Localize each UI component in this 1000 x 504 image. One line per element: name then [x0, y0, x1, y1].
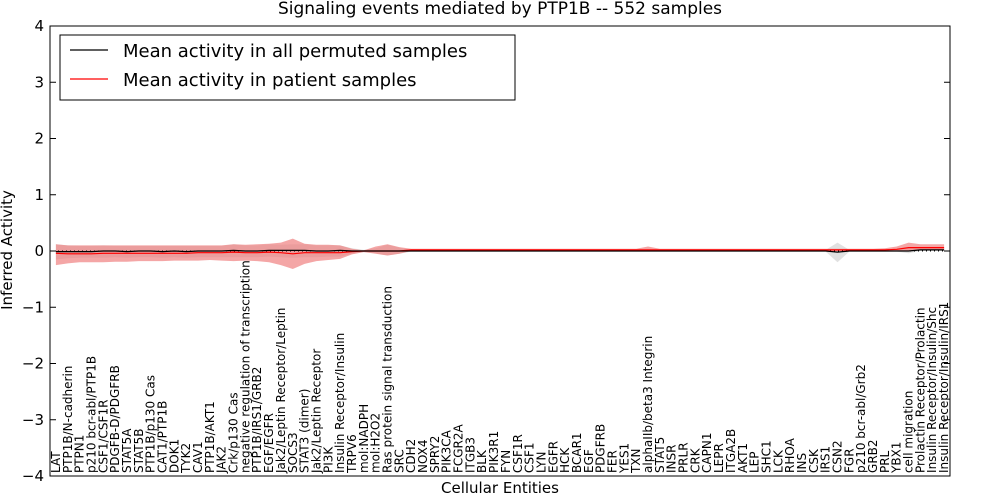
x-tick-label: CDH2: [404, 439, 418, 473]
x-tick-label: YBX1: [890, 442, 904, 474]
legend: Mean activity in all permuted samples Me…: [59, 34, 516, 101]
x-tick-label: CRK: [688, 447, 702, 473]
x-tick-label: CAPN1: [700, 433, 714, 473]
x-tick-label: EGF/EGFR: [262, 413, 276, 473]
x-tick-label: RHOA: [783, 437, 797, 473]
y-tick-label: −3: [22, 411, 44, 429]
x-tick-label: PTP1B/p130 Cas: [144, 375, 158, 473]
x-tick-label: Jak2/Leptin Receptor: [309, 349, 323, 474]
x-tick-label: NOX4: [416, 439, 430, 473]
x-tick-label: Insulin Receptor/Insulin/Shc: [925, 307, 939, 473]
x-tick-label: ITGA2B: [724, 429, 738, 473]
x-tick-label: GRB2: [866, 439, 880, 473]
x-tick-label: PIK3CA: [440, 429, 454, 473]
x-tick-label: LEP: [748, 451, 762, 473]
x-tick-label: p210 bcr-abl/Grb2: [854, 364, 868, 473]
x-tick-label: LAT: [49, 451, 63, 473]
x-tick-label: SRC: [392, 449, 406, 473]
y-tick-label: −2: [22, 355, 44, 373]
x-tick-label: PDGFB-D/PDGFRB: [108, 365, 122, 473]
x-tick-label: FER: [606, 450, 620, 473]
x-tick-label: mol:NADPH: [357, 404, 371, 473]
x-tick-label: CAV1: [191, 441, 205, 473]
x-tick-label: HCK: [558, 447, 572, 473]
x-tick-label: TYK2: [179, 443, 193, 474]
x-tick-label: EGFR: [546, 441, 560, 473]
x-tick-label: JAK2: [215, 446, 229, 474]
x-tick-label: alphaIIb/beta3 Integrin: [641, 336, 655, 473]
x-tick-label: Crk/p130 Cas: [227, 392, 241, 473]
x-tick-label: STAT5B: [132, 428, 146, 473]
x-tick-label: TXN: [629, 448, 643, 474]
x-tick-label: TRPV6: [345, 434, 359, 474]
x-tick-label: Ras protein signal transduction: [381, 286, 395, 473]
x-tick-label: mol:H2O2: [369, 413, 383, 473]
x-tick-label: BLK: [475, 449, 489, 473]
legend-label-permuted: Mean activity in all permuted samples: [123, 41, 467, 62]
x-tick-label: PTP1B/N-cadherin: [61, 366, 75, 473]
y-tick-label: 2: [34, 130, 44, 148]
x-tick-label: negative regulation of transcription: [238, 260, 252, 473]
x-tick-label: STAT3 (dimer): [298, 389, 312, 473]
x-axis-label: Cellular Entities: [441, 479, 559, 497]
y-axis-label: Inferred Activity: [0, 190, 16, 310]
x-tick-label: BCAR1: [570, 432, 584, 473]
y-tick-label: 1: [34, 186, 44, 204]
x-tick-label: CSF1/CSF1R: [96, 400, 110, 473]
y-tick-label: −1: [22, 298, 44, 316]
x-tick-label: INS: [795, 453, 809, 473]
x-tick-label: Jak2/Leptin Receptor/Leptin: [274, 308, 288, 474]
legend-box: [59, 34, 516, 101]
legend-label-patient: Mean activity in patient samples: [123, 70, 417, 91]
x-tick-label: LYN: [534, 452, 548, 473]
y-tick-label: −4: [22, 467, 44, 485]
series-line-0: [55, 249, 945, 253]
x-tick-label: Insulin Receptor/Insulin: [333, 333, 347, 473]
x-tick-label: STAT5: [653, 437, 667, 473]
x-tick-label: DOK1: [167, 439, 181, 473]
x-tick-label: CSF1R: [511, 434, 525, 473]
y-tick-label: 3: [34, 73, 44, 91]
chart-title: Signaling events mediated by PTP1B -- 55…: [278, 0, 722, 19]
x-tick-label: CSK: [807, 448, 821, 473]
x-tick-label: PRLR: [677, 442, 691, 473]
x-tick-label: PTPN1: [73, 435, 87, 473]
y-tick-label: 0: [34, 242, 44, 260]
x-tick-label: AKT1: [736, 443, 750, 473]
x-tick-label: PTP1B/AKT1: [203, 401, 217, 473]
band-1: [55, 238, 945, 269]
x-tick-label: p210 bcr-abl/PTP1B: [84, 356, 98, 473]
x-tick-label: PDGFRB: [594, 424, 608, 473]
x-tick-label: SPRY2: [428, 436, 442, 473]
x-tick-label: EGF: [582, 449, 596, 473]
x-tick-label: SHC1: [759, 440, 773, 473]
x-tick-label: FGR: [842, 448, 856, 473]
plot-area: −4−3−2−101234LATPTP1B/N-cadherinPTPN1p21…: [22, 17, 951, 485]
x-tick-label: STAT5A: [120, 428, 134, 473]
x-tick-label: CAT1/PTP1B: [156, 401, 170, 473]
x-tick-label: PI3K: [321, 446, 335, 473]
y-tick-label: 4: [34, 17, 44, 35]
x-tick-label: IRS1: [819, 446, 833, 473]
x-tick-label: FYN: [499, 450, 513, 473]
x-tick-label: Prolactin Receptor/Prolactin: [913, 307, 927, 473]
series-line-1: [55, 247, 945, 255]
x-tick-label: Insulin Receptor/Insulin/IRS1: [937, 302, 951, 473]
x-tick-label: cell migration: [902, 391, 916, 473]
x-tick-label: LEPR: [712, 443, 726, 473]
x-tick-label: PIK3R1: [487, 431, 501, 473]
x-tick-label: INSR: [665, 445, 679, 473]
x-tick-label: SOCS3: [286, 432, 300, 473]
x-tick-label: ITGB3: [463, 437, 477, 473]
x-tick-label: PRL: [878, 450, 892, 473]
x-tick-label: LCK: [771, 449, 785, 473]
x-tick-label: PTP1B/IRS1/GRB2: [250, 367, 264, 473]
x-tick-label: FCGR2A: [452, 423, 466, 473]
x-tick-label: YES1: [617, 443, 631, 474]
x-tick-label: CSN2: [831, 440, 845, 473]
x-tick-label: CSF1: [523, 442, 537, 473]
